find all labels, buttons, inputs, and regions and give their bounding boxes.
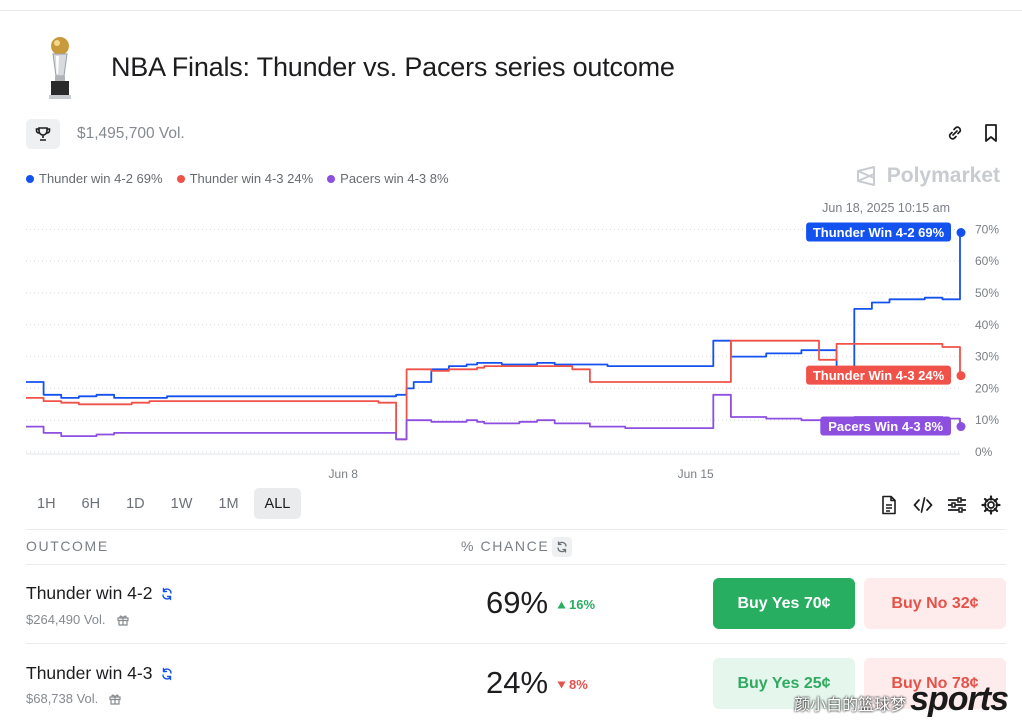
divider (26, 643, 1006, 644)
change-up: 16% (557, 597, 595, 612)
buy-no-button[interactable]: Buy No 78¢ (864, 658, 1006, 709)
series-end-label-bg (820, 416, 951, 436)
range-6h[interactable]: 6H (81, 495, 101, 512)
watermark-en: sports (910, 680, 1009, 718)
legend-item-thunder-4-3: Thunder win 4-3 24% (176, 171, 314, 186)
outcome-volume: $68,738 Vol. (26, 691, 122, 706)
gift-icon[interactable] (116, 613, 130, 627)
divider (26, 529, 1006, 530)
series-end-label: Thunder Win 4-3 24% (813, 368, 945, 383)
rewards-icon[interactable] (160, 587, 174, 601)
outcome-volume: $264,490 Vol. (26, 612, 130, 627)
market-image (26, 32, 90, 104)
triangle-down-icon (557, 681, 566, 688)
volume-text: $68,738 Vol. (26, 691, 99, 706)
outcome-chance: 69% (486, 585, 549, 620)
series-end-dot (956, 228, 966, 238)
x-tick-label: Jun 15 (678, 467, 714, 481)
trophy-image (49, 37, 71, 99)
outcome-row-1[interactable]: Thunder win 4-2 (26, 583, 174, 604)
y-tick-label: 0% (975, 445, 993, 459)
legend-label: Pacers win 4-3 8% (340, 171, 449, 186)
series-line (26, 393, 961, 441)
legend-item-thunder-4-2: Thunder win 4-2 69% (26, 171, 163, 186)
chart-timestamp: Jun 18, 2025 10:15 am (822, 201, 950, 215)
chart-legend: Thunder win 4-2 69% Thunder win 4-3 24% … (26, 171, 449, 186)
volume-row: $1,495,700 Vol. (26, 118, 185, 150)
triangle-up-icon (557, 601, 566, 608)
series-end-label: Pacers Win 4-3 8% (828, 419, 943, 434)
outcome-header: OUTCOME (26, 538, 109, 554)
change-value: 16% (569, 597, 596, 612)
series-end-dot (956, 371, 966, 381)
trophy-icon[interactable] (26, 119, 60, 149)
series-end-label-bg (806, 365, 951, 385)
top-border (0, 10, 1022, 11)
y-tick-label: 10% (975, 413, 999, 427)
legend-dot (26, 174, 34, 183)
range-all[interactable]: ALL (253, 488, 302, 519)
total-volume: $1,495,700 Vol. (77, 125, 185, 142)
sliders-icon[interactable] (946, 494, 968, 516)
buy-yes-button[interactable]: Buy Yes 25¢ (713, 658, 855, 709)
rewards-icon[interactable] (160, 667, 174, 681)
probability-chart: 70% 60% 50% 40% 30% 20% 10% 0% Jun 8 Jun 15 Jun 18… (26, 201, 999, 481)
top-actions (944, 122, 1002, 144)
polymarket-icon (856, 166, 875, 186)
series-end-label: Thunder Win 4-2 69% (813, 225, 945, 240)
range-1m[interactable]: 1M (218, 495, 239, 512)
y-tick-label: 60% (975, 254, 999, 268)
series-end-label-bg (806, 222, 951, 242)
change-value: 8% (569, 677, 588, 692)
y-tick-label: 50% (975, 286, 999, 300)
volume-text: $264,490 Vol. (26, 612, 106, 627)
range-1h[interactable]: 1H (37, 495, 56, 512)
legend-label: Thunder win 4-2 69% (39, 171, 163, 186)
legend-dot (327, 174, 336, 183)
range-1w[interactable]: 1W (170, 495, 193, 512)
chance-header: % CHANCE (461, 538, 550, 554)
y-tick-label: 70% (975, 222, 999, 236)
y-tick-label: 20% (975, 381, 999, 395)
link-icon[interactable] (944, 122, 966, 144)
document-icon[interactable] (878, 494, 900, 516)
refresh-icon[interactable] (552, 537, 572, 557)
brand-name: Polymarket (886, 164, 1000, 187)
gear-icon[interactable] (980, 494, 1002, 516)
change-down: 8% (557, 677, 588, 692)
outcome-chance: 24% (486, 665, 549, 700)
buy-yes-button[interactable]: Buy Yes 70¢ (713, 578, 855, 629)
outcome-name: Thunder win 4-2 (26, 583, 153, 603)
watermark-cn: 颜小白的篮球梦 (794, 697, 907, 714)
watermark: 颜小白的篮球梦 sports (794, 680, 1009, 719)
time-range-selector: 1H 6H 1D 1W 1M ALL (26, 488, 302, 519)
page-title: NBA Finals: Thunder vs. Pacers series ou… (111, 52, 675, 82)
series-line (26, 339, 961, 441)
x-tick-label: Jun 8 (329, 467, 359, 481)
gift-icon[interactable] (108, 692, 122, 706)
chart-tools (878, 494, 1002, 516)
outcome-row-2[interactable]: Thunder win 4-3 (26, 663, 174, 684)
buy-no-button[interactable]: Buy No 32¢ (864, 578, 1006, 629)
legend-label: Thunder win 4-3 24% (189, 171, 314, 186)
y-tick-label: 30% (975, 350, 999, 364)
polymarket-logo: Polymarket (855, 164, 1000, 188)
legend-dot (176, 174, 185, 183)
legend-item-pacers-4-3: Pacers win 4-3 8% (327, 171, 449, 186)
series-end-dot (956, 422, 966, 432)
outcome-name: Thunder win 4-3 (26, 663, 153, 683)
divider (26, 564, 1006, 565)
y-tick-label: 40% (975, 318, 999, 332)
bookmark-icon[interactable] (980, 122, 1002, 144)
embed-code-icon[interactable] (912, 494, 934, 516)
range-1d[interactable]: 1D (126, 495, 145, 512)
